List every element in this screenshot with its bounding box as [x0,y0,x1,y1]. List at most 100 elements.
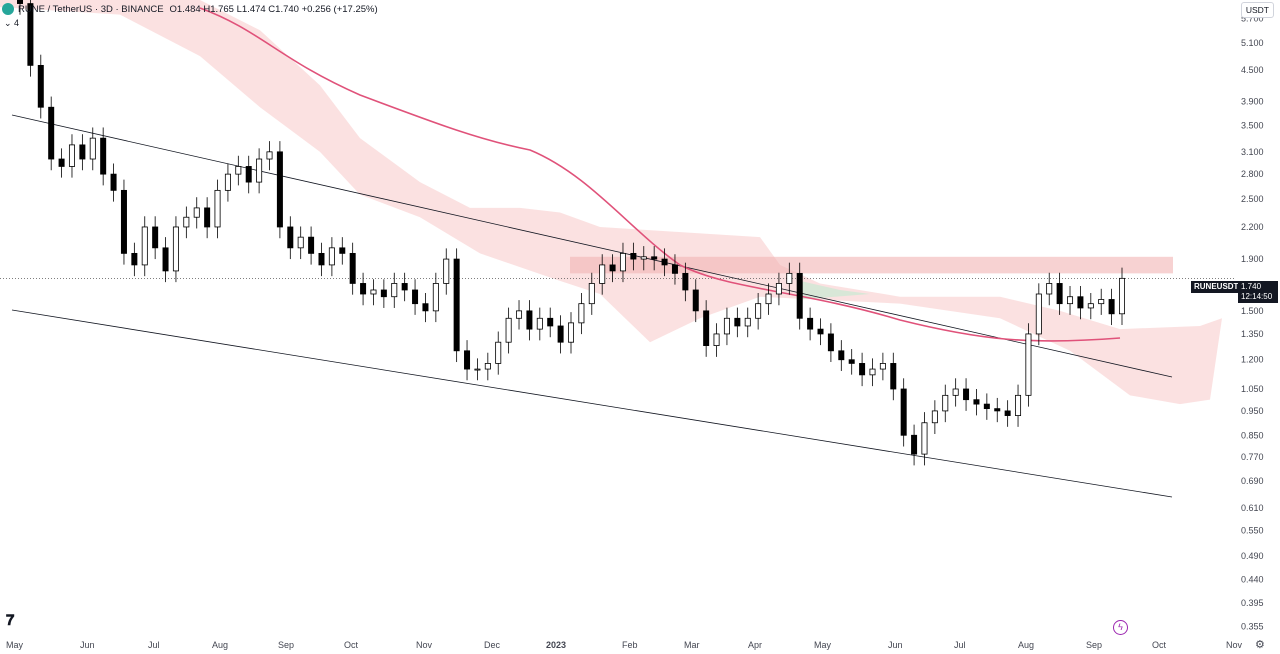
moving-average [199,7,1121,342]
candle [16,0,23,15]
candle [838,340,845,371]
candle-body [1108,299,1115,315]
ohlc-values: O1.484 H1.765 L1.474 C1.740 +0.256 (+17.… [169,3,378,15]
candle-body [453,258,460,352]
candle [370,279,377,306]
candle-body [214,189,221,228]
candle [755,292,762,330]
candle [1015,384,1022,427]
candle-body [1087,303,1094,309]
candle [526,300,533,341]
candle [495,331,502,375]
candle-body [422,303,429,312]
candle-body [692,289,699,312]
time-tick-label: Dec [484,640,501,650]
candle [1035,283,1042,346]
candle [536,307,543,341]
candle-body [921,422,928,455]
candle [619,242,626,283]
candle-body [703,310,710,347]
candle [453,248,460,363]
candle [89,127,96,171]
flash-icon[interactable]: ϟ [1113,620,1128,635]
candle-body [890,363,897,390]
candle-body [942,394,949,412]
time-tick-label: 2023 [546,640,566,650]
candle-body [516,310,523,319]
time-tick-label: Jul [954,640,966,650]
price-tick-label: 1.350 [1241,329,1264,339]
candle-body [152,226,159,249]
candle-body [266,151,273,160]
candle [775,272,782,306]
candle [401,272,408,302]
candle-body [807,317,814,330]
candle-body [16,0,23,4]
currency-select[interactable]: USDT [1240,2,1274,18]
time-tick-label: Nov [416,640,433,650]
candle [952,378,959,407]
time-tick-label: May [814,640,832,650]
lower-trendline [11,309,1173,498]
candle [1025,323,1032,407]
candle [807,307,814,341]
candle-body [547,317,554,327]
tradingview-logo-icon[interactable]: 𝟕 [6,612,15,629]
candle [588,272,595,315]
candle-body [464,350,471,370]
candle-body [879,363,886,370]
candle-body [661,258,668,266]
candle-body [848,359,855,364]
candle [1067,286,1074,315]
candle-body [640,256,647,260]
candle-body [360,283,367,295]
candle-body [1098,299,1105,305]
candle [599,254,606,295]
candle [505,307,512,354]
candle [339,237,346,265]
symbol-price-tag: RUNEUSDT [1191,281,1242,293]
candle-body [682,272,689,291]
time-tick-label: Aug [212,640,228,650]
candle [214,179,221,239]
candle [1056,272,1063,315]
price-tick-label: 0.770 [1241,452,1264,462]
candle-body [401,283,408,291]
price-tick-label: 1.500 [1241,306,1264,316]
candle [796,262,803,330]
candle-body [162,247,169,272]
candle [661,248,668,277]
candle [266,141,273,171]
candle-body [973,399,980,405]
time-tick-label: Jul [148,640,160,650]
candle [48,96,55,171]
candle-body [838,350,845,361]
candle [380,279,387,308]
indicator-collapse-button[interactable]: ⌄ 4 [4,18,20,28]
candle-body [120,189,127,254]
candle [58,148,65,178]
candle [578,292,585,335]
candle-body [1015,394,1022,416]
candle [297,226,304,260]
candle-body [536,317,543,330]
gear-icon[interactable]: ⚙ [1255,639,1265,651]
candle [152,216,159,260]
candle-body [994,408,1001,412]
candle-body [723,317,730,335]
time-tick-label: Sep [1086,640,1102,650]
candle [110,163,117,202]
candle [963,378,970,411]
candle [713,323,720,357]
candle-body [713,333,720,347]
candle-body [859,363,866,376]
price-tick-label: 0.690 [1241,476,1264,486]
candle [703,300,710,357]
candle [287,216,294,260]
candle [1004,400,1011,427]
price-tick-label: 0.950 [1241,406,1264,416]
time-tick-label: Jun [888,640,903,650]
candle-body [110,173,117,191]
candle-body [557,325,564,343]
